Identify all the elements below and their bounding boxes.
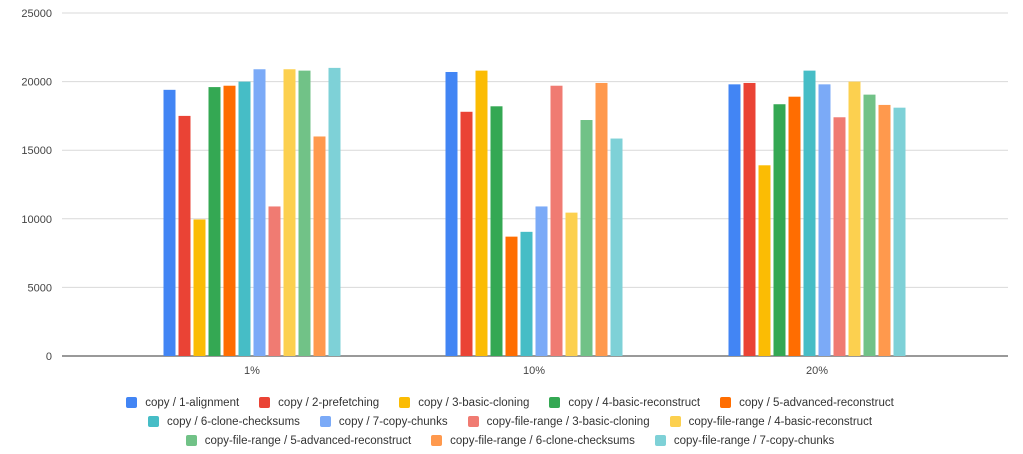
bar <box>208 87 221 356</box>
legend-swatch <box>126 397 138 408</box>
legend-swatch <box>185 435 197 446</box>
legend-item: copy / 6-clone-checksums <box>147 415 300 428</box>
legend-swatch <box>669 416 681 427</box>
bar <box>268 206 281 356</box>
legend-item: copy-file-range / 7-copy-chunks <box>654 434 835 447</box>
bar <box>818 84 831 357</box>
legend-label: copy / 6-clone-checksums <box>166 415 300 428</box>
legend-swatch <box>319 416 331 427</box>
legend-swatch <box>467 416 479 427</box>
bar <box>298 70 311 357</box>
bar <box>283 69 296 356</box>
bar <box>460 111 473 356</box>
y-tick-label: 20000 <box>21 77 52 89</box>
y-tick-label: 15000 <box>21 145 52 157</box>
bar <box>803 70 816 357</box>
y-axis-ticks: 0 5000 10000 15000 20000 25000 <box>21 8 52 363</box>
legend-swatch <box>399 397 411 408</box>
bar <box>535 206 548 356</box>
legend-item: copy-file-range / 5-advanced-reconstruct <box>185 434 412 447</box>
legend-item: copy-file-range / 6-clone-checksums <box>431 435 635 447</box>
bar <box>893 107 906 356</box>
bar <box>743 82 756 357</box>
legend-label: copy / 5-advanced-reconstruct <box>739 396 894 409</box>
legend-label: copy / 3-basic-cloning <box>418 396 530 409</box>
bar <box>863 94 876 356</box>
legend-item: copy-file-range / 4-basic-reconstruct <box>669 415 873 428</box>
bar <box>178 115 191 357</box>
legend-label: copy / 2-prefetching <box>278 396 380 409</box>
legend-swatch <box>431 435 443 446</box>
bar <box>788 96 801 356</box>
legend-label: copy / 1-alignment <box>145 396 240 409</box>
bar <box>490 106 503 357</box>
bar <box>238 81 251 356</box>
bar <box>848 81 861 356</box>
legend-item: copy / 1-alignment <box>126 397 239 409</box>
y-tick-label: 25000 <box>21 8 52 20</box>
bar <box>445 71 458 356</box>
legend-row: copy-file-range / 5-advanced-reconstruct… <box>60 431 960 450</box>
bar <box>223 85 236 356</box>
legend-label: copy / 4-basic-reconstruct <box>568 396 701 409</box>
bars <box>163 67 906 357</box>
x-axis-ticks: 1% 10% 20% <box>244 365 828 377</box>
legend-label: copy-file-range / 3-basic-cloning <box>486 415 650 428</box>
y-tick-label: 0 <box>46 351 52 363</box>
bar <box>475 70 488 357</box>
bar <box>878 104 891 356</box>
x-tick-label: 20% <box>806 365 828 377</box>
legend: copy / 1-alignment copy / 2-prefetching co… <box>60 393 960 450</box>
legend-swatch <box>720 397 732 408</box>
legend-label: copy-file-range / 7-copy-chunks <box>673 434 835 447</box>
legend-swatch <box>147 416 159 427</box>
legend-swatch <box>549 397 561 408</box>
legend-item: copy / 3-basic-cloning <box>399 397 529 409</box>
legend-swatch <box>654 435 666 446</box>
bar <box>728 84 741 357</box>
bar <box>565 212 578 356</box>
y-tick-label: 10000 <box>21 214 52 226</box>
bar <box>833 117 846 356</box>
legend-swatch <box>259 397 271 408</box>
legend-row: copy / 1-alignment copy / 2-prefetching co… <box>60 393 960 412</box>
legend-label: copy / 7-copy-chunks <box>338 415 448 428</box>
legend-item: copy-file-range / 3-basic-cloning <box>467 415 650 428</box>
legend-item: copy / 4-basic-reconstruct <box>549 397 700 409</box>
legend-label: copy-file-range / 4-basic-reconstruct <box>688 415 873 428</box>
bar <box>550 85 563 356</box>
bar <box>520 231 533 356</box>
bar <box>758 165 771 356</box>
legend-label: copy-file-range / 5-advanced-reconstruct <box>204 434 412 447</box>
x-tick-label: 1% <box>244 365 260 377</box>
bar <box>773 104 786 356</box>
legend-item: copy / 2-prefetching <box>259 397 379 409</box>
x-tick-label: 10% <box>523 365 545 377</box>
bar <box>328 67 341 356</box>
bar <box>313 136 326 356</box>
bar <box>505 236 518 356</box>
bar <box>595 82 608 357</box>
bar <box>580 120 593 357</box>
legend-item: copy / 7-copy-chunks <box>319 415 448 428</box>
bar <box>163 89 176 356</box>
bar <box>610 138 623 356</box>
legend-row: copy / 6-clone-checksums copy / 7-copy-ch… <box>60 412 960 431</box>
bar <box>253 69 266 356</box>
legend-item: copy / 5-advanced-reconstruct <box>720 397 894 409</box>
bar <box>193 219 206 356</box>
y-tick-label: 5000 <box>28 282 52 294</box>
legend-label: copy-file-range / 6-clone-checksums <box>450 434 635 447</box>
